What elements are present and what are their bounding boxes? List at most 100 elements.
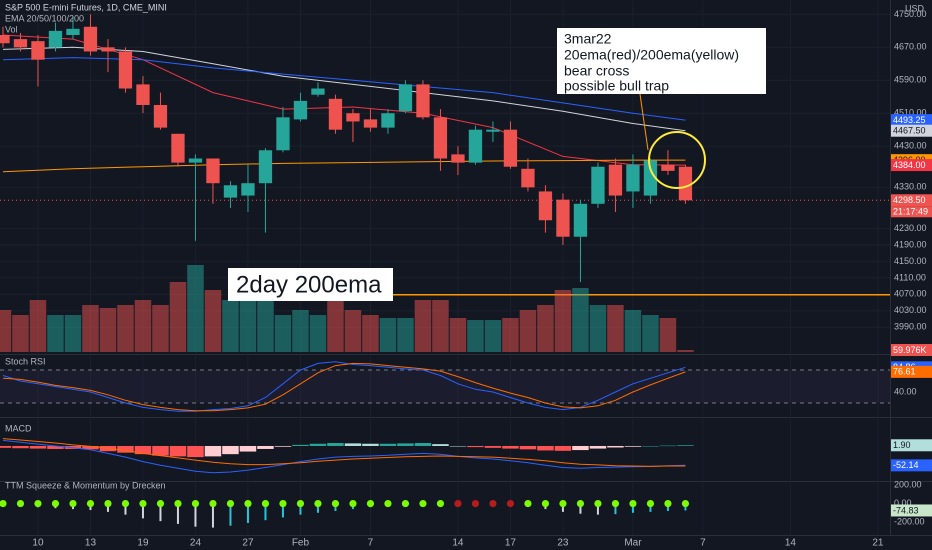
y-tick-label: 40.00 bbox=[894, 386, 917, 396]
macd-histogram-bar bbox=[607, 445, 624, 448]
squeeze-dot bbox=[576, 499, 585, 508]
ema-line bbox=[2, 46, 686, 132]
volume-bar bbox=[379, 318, 397, 352]
momentum-bar bbox=[124, 503, 127, 515]
price-badge-label: 4493.25 bbox=[893, 115, 926, 125]
macd-histogram-bar bbox=[82, 445, 99, 450]
band-fill bbox=[0, 370, 890, 403]
value-badge bbox=[891, 365, 932, 378]
y-tick-label: 4510.00 bbox=[894, 108, 927, 118]
x-tick-label: 19 bbox=[137, 538, 149, 549]
momentum-bar bbox=[281, 503, 284, 518]
highlight-circle bbox=[648, 131, 706, 189]
macd-histogram-bar bbox=[467, 445, 484, 448]
y-tick-label: 4330.00 bbox=[894, 182, 927, 192]
candle-body bbox=[0, 34, 10, 44]
macd-histogram-bar bbox=[204, 445, 222, 457]
x-tick-label: 27 bbox=[242, 538, 254, 549]
y-tick-label: 4750.00 bbox=[894, 9, 927, 19]
momentum-bar bbox=[246, 503, 249, 523]
macd-histogram-bar bbox=[309, 443, 327, 446]
momentum-bar bbox=[631, 503, 634, 513]
price-badge bbox=[891, 159, 932, 172]
volume-bar bbox=[589, 305, 607, 352]
volume-bar bbox=[607, 305, 624, 352]
squeeze-dot bbox=[646, 499, 655, 508]
macd-histogram-bar bbox=[642, 445, 659, 447]
candle-body bbox=[31, 41, 45, 60]
macd-histogram-bar bbox=[169, 445, 187, 457]
currency: USD bbox=[905, 3, 925, 13]
volume-bar bbox=[677, 350, 694, 352]
candle-body bbox=[258, 150, 273, 184]
squeeze-dot bbox=[34, 499, 42, 508]
momentum-bar bbox=[334, 503, 337, 511]
momentum-bar bbox=[106, 503, 109, 512]
momentum-bar bbox=[649, 503, 652, 512]
macd-histogram-bar bbox=[677, 445, 694, 446]
squeeze-dot bbox=[454, 499, 462, 508]
y-tick-label: 4190.00 bbox=[894, 239, 927, 249]
x-tick-label: 24 bbox=[190, 538, 202, 549]
pane-title: Stoch RSI bbox=[5, 356, 46, 366]
macd-histogram-bar bbox=[152, 445, 169, 456]
y-tick-label: 0.00 bbox=[894, 498, 912, 508]
squeeze-dot bbox=[0, 499, 7, 508]
squeeze-dot bbox=[209, 499, 217, 508]
y-tick-label: -200.00 bbox=[894, 516, 925, 526]
macd-histogram-bar bbox=[239, 445, 257, 452]
candle-body bbox=[468, 129, 483, 163]
candle-body bbox=[661, 164, 675, 171]
candle-body bbox=[311, 88, 325, 95]
candle-body bbox=[241, 183, 255, 196]
x-tick-label: 21 bbox=[872, 538, 884, 549]
candle-body bbox=[521, 168, 535, 188]
candle-body bbox=[363, 119, 378, 128]
candle-body bbox=[503, 129, 518, 167]
candle-body bbox=[398, 84, 413, 112]
price-badge-label: 4467.50 bbox=[893, 126, 926, 136]
squeeze-dot bbox=[104, 499, 112, 508]
squeeze-dot bbox=[349, 499, 357, 508]
candle-body bbox=[13, 39, 28, 48]
candle-body bbox=[101, 47, 115, 52]
candle-body bbox=[118, 51, 133, 89]
price-badge-label: -52.14 bbox=[893, 460, 919, 470]
y-tick-label: 4230.00 bbox=[894, 223, 927, 233]
candle-body bbox=[433, 117, 448, 159]
volume-bar bbox=[0, 310, 12, 352]
squeeze-dot bbox=[419, 499, 427, 508]
macd-histogram-bar bbox=[187, 445, 204, 458]
momentum-bar bbox=[561, 503, 564, 512]
macd-line bbox=[2, 438, 686, 467]
y-tick-label: 3990.00 bbox=[894, 322, 927, 332]
candle-body bbox=[171, 133, 185, 163]
candle-body bbox=[276, 117, 290, 151]
momentum-bar bbox=[159, 503, 162, 522]
candle-body bbox=[328, 98, 343, 130]
macd-histogram-bar bbox=[449, 445, 467, 447]
price-badge bbox=[891, 194, 932, 207]
price-badge bbox=[891, 439, 932, 452]
macd-histogram-bar bbox=[117, 445, 134, 453]
volume-bar bbox=[414, 300, 432, 352]
callout-line bbox=[639, 93, 649, 151]
price-badge-label: 59.976K bbox=[893, 345, 927, 355]
squeeze-dot bbox=[331, 499, 340, 508]
annotation-text: possible bull trap bbox=[564, 78, 669, 94]
indicator-title: EMA 20/50/100/200 bbox=[5, 13, 84, 23]
momentum-bar bbox=[264, 503, 267, 521]
x-tick-label: 17 bbox=[505, 538, 517, 549]
macd-line bbox=[2, 439, 686, 474]
x-tick-label: 14 bbox=[452, 538, 464, 549]
volume-bar bbox=[222, 300, 239, 352]
symbol-title: S&P 500 E-mini Futures, 1D, CME_MINI bbox=[5, 2, 167, 12]
price-badge bbox=[891, 504, 932, 517]
volume-bar bbox=[519, 310, 537, 352]
annotation-text: 2day 200ema bbox=[236, 271, 382, 298]
candle-body bbox=[678, 166, 693, 201]
squeeze-dot bbox=[191, 499, 200, 508]
candle-body bbox=[608, 164, 623, 196]
